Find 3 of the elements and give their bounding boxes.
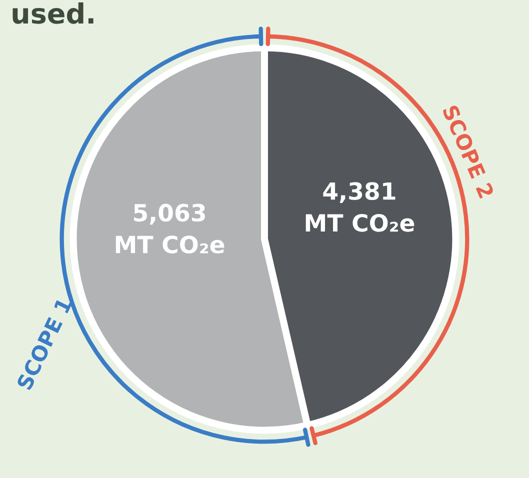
text: used. [12, 2, 94, 24]
data-label: 4,381 MT CO₂e [306, 182, 414, 232]
data-label: 5,063 MT CO₂e [116, 204, 224, 254]
